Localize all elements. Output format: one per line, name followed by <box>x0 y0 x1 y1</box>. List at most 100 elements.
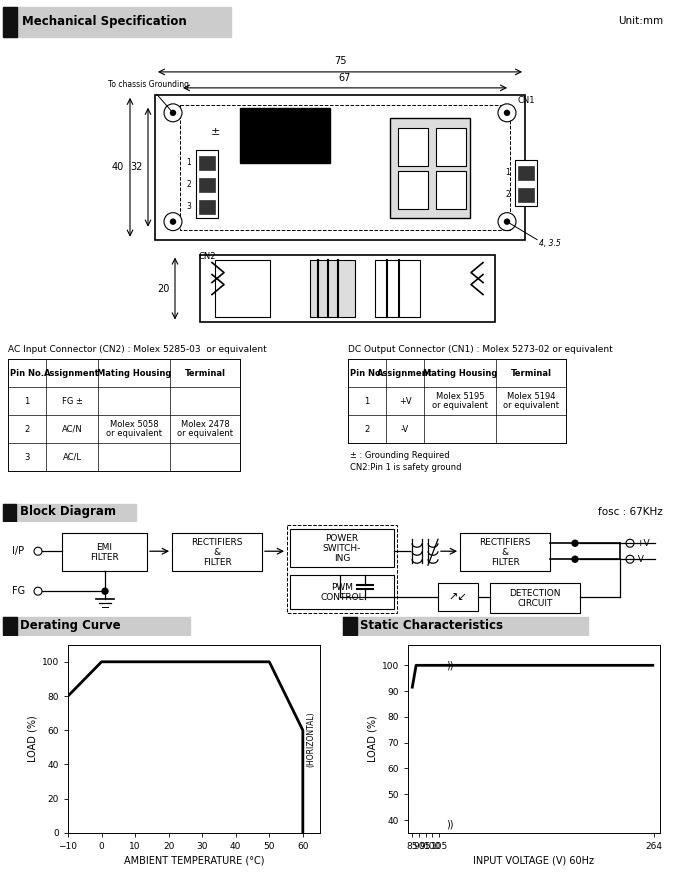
Text: 3: 3 <box>186 202 191 211</box>
Text: +V: +V <box>636 539 649 548</box>
Text: ING: ING <box>334 554 350 563</box>
Text: Pin No.: Pin No. <box>350 369 384 378</box>
Text: Molex 2478: Molex 2478 <box>181 420 229 430</box>
Text: POWER: POWER <box>326 534 358 543</box>
Circle shape <box>505 110 509 115</box>
Text: PWM: PWM <box>331 583 353 591</box>
Text: CN1: CN1 <box>517 96 534 105</box>
Bar <box>515 160 537 206</box>
Bar <box>155 95 525 240</box>
Text: +V: +V <box>398 397 411 406</box>
Text: 1: 1 <box>186 158 191 167</box>
Text: AC/N: AC/N <box>62 425 82 434</box>
Bar <box>398 128 428 166</box>
Circle shape <box>572 540 578 546</box>
Bar <box>199 178 215 192</box>
Bar <box>3 7 17 37</box>
Text: AC Input Connector (CN2) : Molex 5285-03  or equivalent: AC Input Connector (CN2) : Molex 5285-03… <box>8 345 267 354</box>
Bar <box>390 118 470 218</box>
Bar <box>343 617 588 635</box>
Bar <box>3 503 16 521</box>
Text: Terminal: Terminal <box>511 369 551 378</box>
Bar <box>436 128 466 166</box>
Bar <box>172 533 262 571</box>
Text: 67: 67 <box>339 73 351 83</box>
Text: Unit:mm: Unit:mm <box>618 17 663 27</box>
Text: ± : Grounding Required: ± : Grounding Required <box>350 451 449 460</box>
Text: 2: 2 <box>186 180 191 189</box>
Bar <box>200 255 495 322</box>
Text: Static Characteristics: Static Characteristics <box>360 619 503 632</box>
Text: To chassis Grounding: To chassis Grounding <box>108 81 189 111</box>
Y-axis label: LOAD (%): LOAD (%) <box>28 716 37 762</box>
Text: -V: -V <box>401 425 409 434</box>
Text: FILTER: FILTER <box>203 558 231 567</box>
Text: FG ±: FG ± <box>62 397 82 406</box>
Text: CN2: CN2 <box>199 251 216 260</box>
Bar <box>62 533 147 571</box>
Text: 20: 20 <box>158 283 170 294</box>
Text: (HORIZONTAL): (HORIZONTAL) <box>307 711 316 766</box>
Text: fosc : 67KHz: fosc : 67KHz <box>598 507 663 517</box>
Text: CN2:Pin 1 is safety ground: CN2:Pin 1 is safety ground <box>350 464 462 472</box>
Text: RECTIFIERS: RECTIFIERS <box>479 537 531 547</box>
Text: 2: 2 <box>505 190 510 199</box>
Text: Assignment: Assignment <box>377 369 433 378</box>
Text: DC Output Connector (CN1) : Molex 5273-02 or equivalent: DC Output Connector (CN1) : Molex 5273-0… <box>348 345 613 354</box>
Text: 1: 1 <box>364 397 370 406</box>
Text: &: & <box>214 548 220 557</box>
Text: ↗↙: ↗↙ <box>449 592 467 602</box>
Text: &: & <box>501 548 509 557</box>
Text: Derating Curve: Derating Curve <box>20 619 121 632</box>
Text: Mating Housing: Mating Housing <box>97 369 171 378</box>
Text: Mechanical Specification: Mechanical Specification <box>22 15 187 28</box>
Text: 2: 2 <box>364 425 370 434</box>
Text: SWITCH-: SWITCH- <box>323 543 361 552</box>
Bar <box>490 583 580 613</box>
Bar <box>290 529 394 567</box>
Bar <box>3 617 190 635</box>
Text: CONTROL: CONTROL <box>320 592 364 602</box>
Text: Molex 5194: Molex 5194 <box>507 392 556 401</box>
X-axis label: INPUT VOLTAGE (V) 60Hz: INPUT VOLTAGE (V) 60Hz <box>473 855 594 865</box>
Text: 32: 32 <box>131 163 143 172</box>
Text: or equivalent: or equivalent <box>432 401 488 410</box>
Text: or equivalent: or equivalent <box>503 401 559 410</box>
Bar <box>398 170 428 209</box>
Y-axis label: LOAD (%): LOAD (%) <box>368 716 377 762</box>
Text: Pin No.: Pin No. <box>10 369 44 378</box>
Text: or equivalent: or equivalent <box>177 430 233 439</box>
Text: Assignment: Assignment <box>44 369 100 378</box>
Text: ±: ± <box>210 127 220 137</box>
Text: Mating Housing: Mating Housing <box>423 369 497 378</box>
Bar <box>215 259 270 318</box>
Text: Terminal: Terminal <box>184 369 226 378</box>
Bar <box>436 170 466 209</box>
Bar <box>180 105 510 230</box>
Text: 1: 1 <box>505 168 510 178</box>
Text: 75: 75 <box>334 56 346 66</box>
Text: 40: 40 <box>112 163 124 172</box>
Circle shape <box>498 212 516 231</box>
Circle shape <box>164 212 182 231</box>
Bar <box>240 107 330 163</box>
Bar <box>287 526 397 613</box>
Bar <box>348 360 566 443</box>
Circle shape <box>171 110 175 115</box>
Text: Block Diagram: Block Diagram <box>20 505 116 519</box>
Circle shape <box>498 104 516 122</box>
Text: 1: 1 <box>24 397 30 406</box>
Bar <box>438 583 478 611</box>
X-axis label: AMBIENT TEMPERATURE (°C): AMBIENT TEMPERATURE (°C) <box>124 855 264 865</box>
Text: DETECTION: DETECTION <box>509 589 561 598</box>
Text: FG: FG <box>12 586 25 596</box>
Circle shape <box>164 104 182 122</box>
Bar <box>290 575 394 609</box>
Text: I/P: I/P <box>12 546 24 556</box>
Circle shape <box>171 219 175 224</box>
Bar <box>460 533 550 571</box>
Text: Molex 5058: Molex 5058 <box>109 420 158 430</box>
Text: CIRCUIT: CIRCUIT <box>517 599 553 607</box>
Text: 4, 3.5: 4, 3.5 <box>539 239 561 248</box>
Bar <box>196 150 218 218</box>
